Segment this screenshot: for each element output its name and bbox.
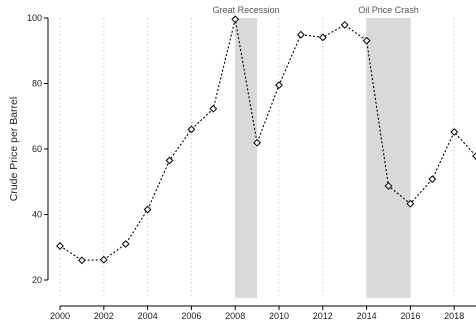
x-tick-label-2004: 2004 <box>138 311 158 321</box>
shaded-period-label-0: Great Recession <box>213 5 280 15</box>
shaded-period-label-1: Oil Price Crash <box>358 5 419 15</box>
axes: 20 40 60 80 100 2000 2002 2004 2006 2008 2010 2012 2… <box>27 13 476 321</box>
data-point-2002 <box>99 255 108 264</box>
x-tick-label-2010: 2010 <box>269 311 289 321</box>
x-tick-label-2006: 2006 <box>181 311 201 321</box>
x-tick-label-2016: 2016 <box>400 311 420 321</box>
data-point-2016 <box>406 199 415 208</box>
data-point-2018 <box>450 128 459 136</box>
x-tick-label-2012: 2012 <box>313 311 333 321</box>
y-tick-label-40: 40 <box>32 210 42 220</box>
y-axis-title: Crude Price per Barrel <box>8 97 20 201</box>
data-point-2014 <box>362 36 371 45</box>
shaded-period-1 <box>366 18 411 298</box>
y-tick-label-100: 100 <box>27 13 42 23</box>
series-line <box>59 19 476 261</box>
data-point-2013 <box>340 20 349 29</box>
data-point-2012 <box>318 33 327 42</box>
data-point-2005 <box>165 156 174 165</box>
data-point-2011 <box>296 30 305 39</box>
data-point-2015 <box>384 182 393 190</box>
data-point-2009 <box>253 138 262 147</box>
series <box>56 15 476 265</box>
data-point-2001 <box>77 256 86 265</box>
data-point-2010 <box>275 81 283 90</box>
vertical-grid <box>59 18 455 298</box>
y-tick-label-80: 80 <box>32 79 42 89</box>
shaded-period-0 <box>235 18 258 298</box>
labels: Great Recession Oil Price Crash <box>213 5 419 15</box>
x-tick-label-2018: 2018 <box>444 311 464 321</box>
shaded-periods <box>235 18 411 298</box>
x-tick-label-2000: 2000 <box>50 311 70 321</box>
data-point-2006 <box>187 125 196 134</box>
x-tick-label-2014: 2014 <box>357 311 377 321</box>
data-point-2017 <box>428 175 437 184</box>
y-tick-label-20: 20 <box>32 275 42 285</box>
x-tick-label-2002: 2002 <box>94 311 114 321</box>
y-tick-label-60: 60 <box>32 144 42 154</box>
data-point-2000 <box>56 242 64 250</box>
data-point-2004 <box>143 205 152 214</box>
data-point-2008 <box>231 15 240 24</box>
data-point-2019 <box>472 152 476 161</box>
data-point-2007 <box>209 104 218 113</box>
data-point-2003 <box>121 240 130 248</box>
x-tick-label-2008: 2008 <box>225 311 245 321</box>
